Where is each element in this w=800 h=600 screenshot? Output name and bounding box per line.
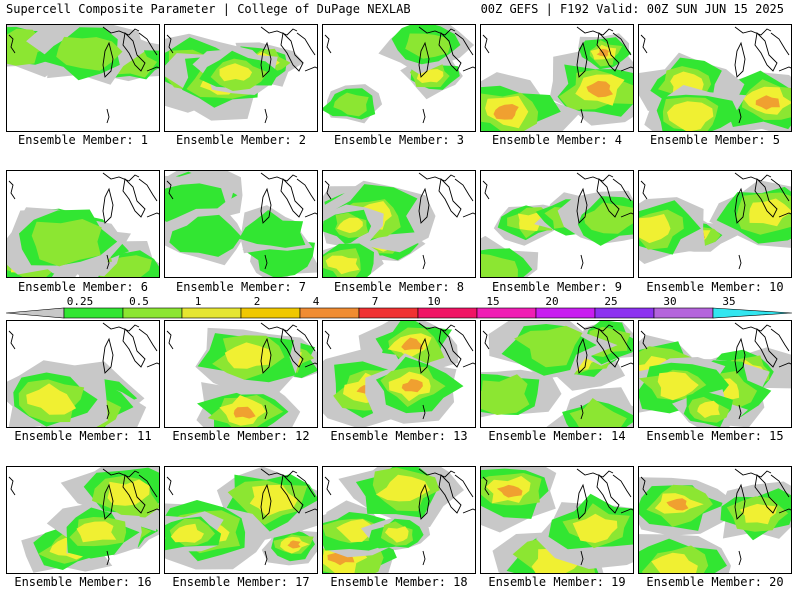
great-lakes-outline bbox=[324, 468, 475, 566]
ensemble-member-map bbox=[164, 170, 318, 278]
colorbar-segment bbox=[417, 307, 478, 319]
colorbar-tick-label: 10 bbox=[427, 295, 441, 308]
great-lakes-outline bbox=[482, 468, 633, 566]
great-lakes-outline bbox=[8, 26, 159, 124]
colorbar bbox=[6, 307, 792, 319]
ensemble-member-map bbox=[638, 320, 792, 428]
colorbar-tick-label: 20 bbox=[545, 295, 559, 308]
ensemble-member-map bbox=[164, 24, 318, 132]
great-lakes-outline bbox=[8, 172, 159, 270]
ensemble-member-map bbox=[6, 320, 160, 428]
great-lakes-outline bbox=[324, 172, 475, 270]
colorbar-segment bbox=[122, 307, 183, 319]
great-lakes-outline bbox=[166, 172, 317, 270]
colorbar-tick-label: 2 bbox=[253, 295, 261, 308]
great-lakes-outline bbox=[166, 322, 317, 420]
colorbar-tick-label: 15 bbox=[486, 295, 500, 308]
colorbar-tick-label: 4 bbox=[312, 295, 320, 308]
ensemble-member-label: Ensemble Member: 18 bbox=[330, 575, 468, 589]
colorbar-tick-label: 7 bbox=[371, 295, 379, 308]
ensemble-member-label: Ensemble Member: 14 bbox=[488, 429, 626, 443]
ensemble-member-map bbox=[6, 466, 160, 574]
ensemble-member-label: Ensemble Member: 4 bbox=[491, 133, 623, 147]
map-title: Supercell Composite Parameter | College … bbox=[6, 2, 411, 16]
colorbar-segment bbox=[358, 307, 419, 319]
colorbar-segment bbox=[594, 307, 655, 319]
great-lakes-outline bbox=[482, 322, 633, 420]
ensemble-member-map bbox=[322, 320, 476, 428]
great-lakes-outline bbox=[324, 26, 475, 124]
ensemble-member-map bbox=[6, 24, 160, 132]
ensemble-member-map bbox=[480, 170, 634, 278]
colorbar-segment bbox=[240, 307, 301, 319]
great-lakes-outline bbox=[166, 468, 317, 566]
colorbar-tick-label: 35 bbox=[722, 295, 736, 308]
colorbar-segment bbox=[535, 307, 596, 319]
ensemble-member-label: Ensemble Member: 1 bbox=[17, 133, 149, 147]
great-lakes-outline bbox=[324, 322, 475, 420]
ensemble-member-label: Ensemble Member: 2 bbox=[175, 133, 307, 147]
ensemble-member-label: Ensemble Member: 19 bbox=[488, 575, 626, 589]
colorbar-segment bbox=[299, 307, 360, 319]
ensemble-member-label: Ensemble Member: 12 bbox=[172, 429, 310, 443]
ensemble-member-label: Ensemble Member: 6 bbox=[17, 280, 149, 294]
colorbar-segment bbox=[63, 307, 124, 319]
ensemble-member-label: Ensemble Member: 16 bbox=[14, 575, 152, 589]
colorbar-tick-label: 25 bbox=[604, 295, 618, 308]
great-lakes-outline bbox=[640, 26, 791, 124]
colorbar-segment bbox=[6, 307, 65, 319]
ensemble-member-map bbox=[480, 24, 634, 132]
colorbar-tick-label: 0.5 bbox=[129, 295, 149, 308]
ensemble-member-label: Ensemble Member: 9 bbox=[491, 280, 623, 294]
ensemble-member-label: Ensemble Member: 15 bbox=[646, 429, 784, 443]
colorbar-segment bbox=[476, 307, 537, 319]
ensemble-member-map bbox=[164, 466, 318, 574]
ensemble-member-map bbox=[164, 320, 318, 428]
ensemble-member-map bbox=[322, 466, 476, 574]
ensemble-member-map bbox=[480, 320, 634, 428]
ensemble-member-label: Ensemble Member: 8 bbox=[333, 280, 465, 294]
colorbar-segment bbox=[653, 307, 714, 319]
ensemble-member-label: Ensemble Member: 17 bbox=[172, 575, 310, 589]
colorbar-tick-label: 1 bbox=[194, 295, 202, 308]
colorbar-segment bbox=[712, 307, 792, 319]
ensemble-member-map bbox=[638, 24, 792, 132]
ensemble-member-label: Ensemble Member: 5 bbox=[649, 133, 781, 147]
colorbar-tick-label: 0.25 bbox=[66, 295, 94, 308]
ensemble-member-label: Ensemble Member: 3 bbox=[333, 133, 465, 147]
ensemble-member-map bbox=[322, 24, 476, 132]
colorbar-tick-label: 30 bbox=[663, 295, 677, 308]
great-lakes-outline bbox=[640, 322, 791, 420]
great-lakes-outline bbox=[482, 172, 633, 270]
ensemble-member-label: Ensemble Member: 11 bbox=[14, 429, 152, 443]
ensemble-member-map bbox=[638, 170, 792, 278]
ensemble-member-label: Ensemble Member: 13 bbox=[330, 429, 468, 443]
great-lakes-outline bbox=[166, 26, 317, 124]
ensemble-member-label: Ensemble Member: 20 bbox=[646, 575, 784, 589]
colorbar-segment bbox=[181, 307, 242, 319]
valid-time-title: 00Z GEFS | F192 Valid: 00Z SUN JUN 15 20… bbox=[480, 2, 784, 16]
ensemble-member-map bbox=[6, 170, 160, 278]
great-lakes-outline bbox=[8, 468, 159, 566]
ensemble-member-map bbox=[322, 170, 476, 278]
ensemble-member-map bbox=[638, 466, 792, 574]
great-lakes-outline bbox=[640, 468, 791, 566]
great-lakes-outline bbox=[482, 26, 633, 124]
ensemble-member-map bbox=[480, 466, 634, 574]
ensemble-member-label: Ensemble Member: 10 bbox=[646, 280, 784, 294]
great-lakes-outline bbox=[8, 322, 159, 420]
ensemble-member-label: Ensemble Member: 7 bbox=[175, 280, 307, 294]
great-lakes-outline bbox=[640, 172, 791, 270]
